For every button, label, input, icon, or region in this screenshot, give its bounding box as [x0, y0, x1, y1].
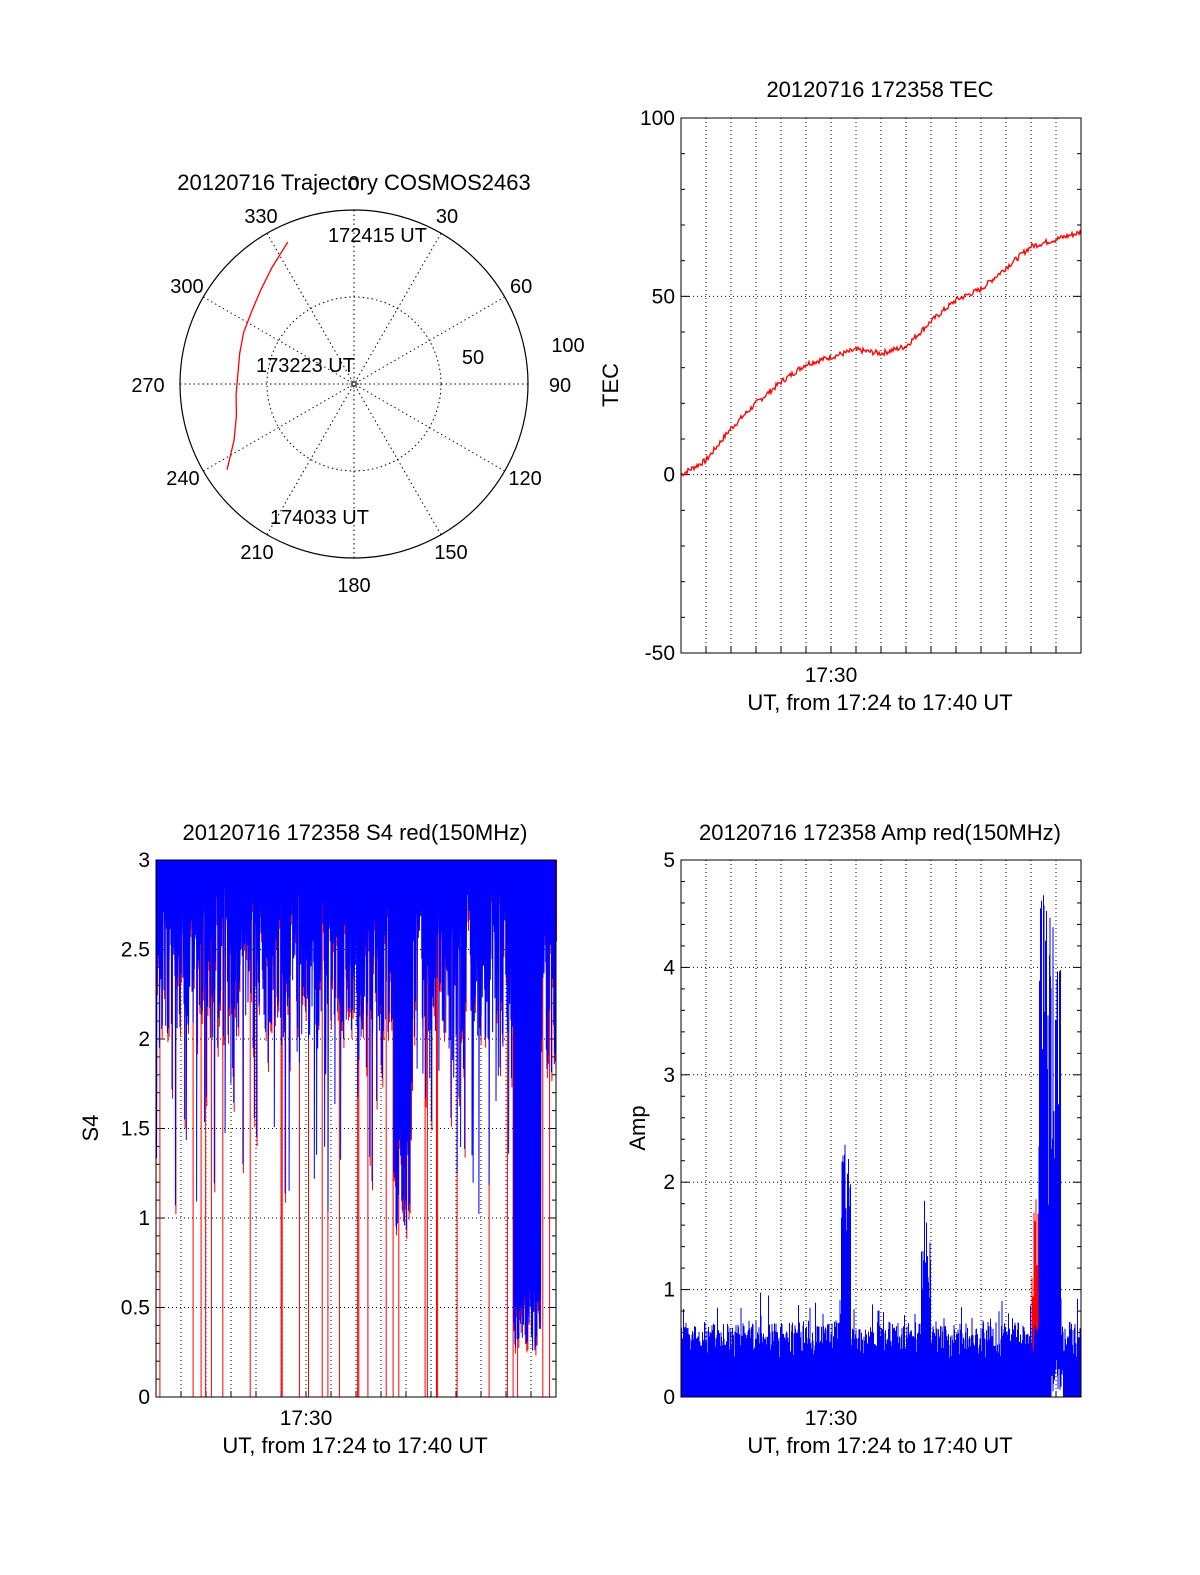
s4-xlabel: UT, from 17:24 to 17:40 UT: [222, 1433, 487, 1458]
s4-panel: 20120716 172358 S4 red(150MHz) 3 2.5 2 1.5 1…: [78, 820, 557, 1458]
polar-radius-label-50: 50: [462, 347, 484, 369]
y-tick-label: 3: [138, 849, 150, 872]
polar-angle-label: 270: [131, 375, 164, 397]
polar-annotation-end: 174033 UT: [270, 507, 369, 529]
polar-angle-label: 90: [549, 375, 571, 397]
s4-y-tick-labels: 3 2.5 2 1.5 1 0.5 0: [121, 849, 150, 1409]
polar-angle-label: 60: [510, 276, 532, 298]
polar-grid: [179, 209, 529, 559]
polar-angle-label: 150: [434, 542, 467, 564]
s4-xtick-label: 17:30: [280, 1407, 333, 1430]
y-tick-label: -50: [645, 642, 675, 665]
y-tick-label: 1: [138, 1207, 150, 1230]
polar-outer-circle: [179, 209, 529, 559]
polar-trajectory-line: [226, 241, 289, 470]
y-tick-label: 2: [663, 1171, 675, 1194]
polar-angle-label: 330: [244, 206, 277, 228]
polar-angle-label: 180: [337, 575, 370, 597]
polar-angle-label: 210: [240, 542, 273, 564]
polar-annotation-mid: 173223 UT: [256, 355, 355, 377]
s4-plot-frame: [155, 859, 557, 1398]
polar-angle-label: 300: [170, 276, 203, 298]
y-tick-label: 0: [663, 464, 675, 487]
amp-blue-series: [680, 895, 1082, 1397]
tec-title: 20120716 172358 TEC: [766, 77, 993, 102]
y-tick-label: 5: [663, 849, 675, 872]
polar-radius-label-100: 100: [551, 335, 584, 357]
polar-angle-label: 120: [508, 468, 541, 490]
amp-title: 20120716 172358 Amp red(150MHz): [699, 820, 1061, 845]
polar-title: 20120716 Trajectory COSMOS2463: [177, 170, 530, 195]
amp-series: [680, 895, 1082, 1397]
polar-angle-label: 0: [348, 173, 359, 195]
tec-series-line: [680, 228, 1082, 477]
polar-angle-label: 30: [436, 206, 458, 228]
y-tick-label: 0.5: [121, 1297, 150, 1320]
polar-center-mark: [349, 379, 359, 389]
polar-annotation-start: 172415 UT: [328, 225, 427, 247]
polar-angle-label: 240: [166, 468, 199, 490]
amp-panel: 20120716 172358 Amp red(150MHz) 5 4 3 2 1 0 A…: [625, 820, 1082, 1458]
s4-ylabel: S4: [78, 1115, 103, 1142]
y-tick-label: 4: [663, 956, 675, 979]
amp-ylabel: Amp: [625, 1105, 650, 1150]
y-tick-label: 2: [138, 1028, 150, 1051]
polar-panel: 20120716 Trajectory COSMOS2463 0 30 60 90 12…: [131, 170, 584, 597]
y-tick-label: 0: [138, 1386, 150, 1409]
polar-angle-labels: 0 30 60 90 120 150 180 210 240 270 300 330: [131, 173, 571, 597]
amp-xlabel: UT, from 17:24 to 17:40 UT: [747, 1433, 1012, 1458]
y-tick-label: 1.5: [121, 1118, 150, 1141]
amp-xtick-label: 17:30: [805, 1407, 858, 1430]
tec-grid: [680, 117, 1082, 654]
y-tick-label: 2.5: [121, 939, 150, 962]
amp-y-tick-labels: 5 4 3 2 1 0: [663, 849, 675, 1409]
tec-y-tick-labels: 100 50 0 -50: [640, 107, 675, 665]
s4-title: 20120716 172358 S4 red(150MHz): [183, 820, 528, 845]
tec-plot-frame: [680, 117, 1082, 654]
y-tick-label: 3: [663, 1064, 675, 1087]
tec-xtick-label: 17:30: [805, 664, 858, 687]
y-tick-label: 100: [640, 107, 675, 130]
tec-ylabel: TEC: [598, 363, 623, 407]
y-tick-label: 0: [663, 1386, 675, 1409]
amp-grid: [680, 859, 1082, 1398]
y-tick-label: 50: [652, 285, 675, 308]
y-tick-label: 1: [663, 1279, 675, 1302]
amp-plot-frame: [680, 859, 1082, 1398]
tec-xlabel: UT, from 17:24 to 17:40 UT: [747, 690, 1012, 715]
s4-blue-series: [155, 859, 557, 1351]
